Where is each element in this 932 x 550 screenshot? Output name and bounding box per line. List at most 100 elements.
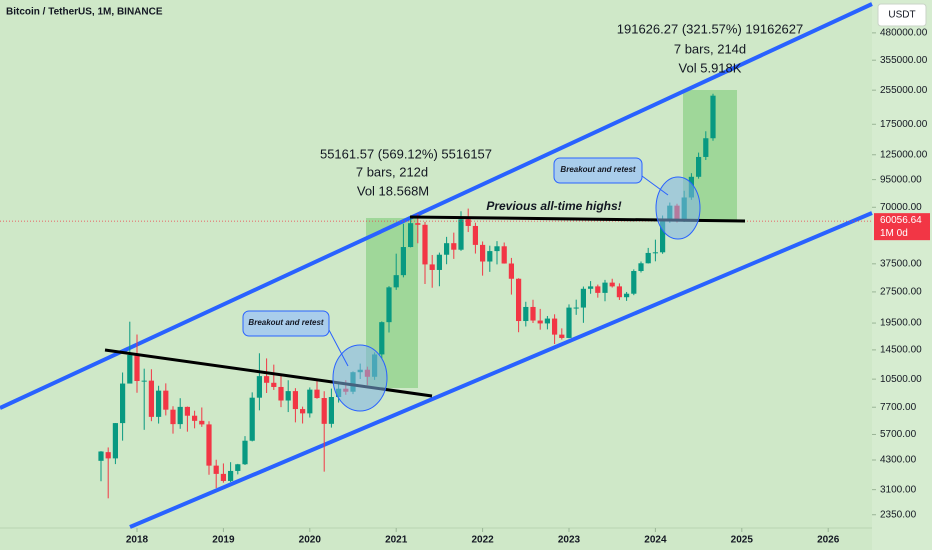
y-tick-label: 175000.00 <box>880 119 928 130</box>
highlight-circle <box>655 176 701 240</box>
x-tick-label: 2024 <box>644 535 667 546</box>
y-tick-label: 255000.00 <box>880 85 928 96</box>
y-tick-label: 10500.00 <box>880 374 922 385</box>
candle-body <box>624 293 630 298</box>
candle-body <box>494 246 500 252</box>
channel-lower <box>129 211 873 529</box>
candle-body <box>379 322 385 355</box>
y-tick-label: 125000.00 <box>880 149 928 160</box>
candle-body <box>235 464 241 471</box>
candle-body <box>696 156 702 177</box>
measure-label: 191626.27 (321.57%) 19162627 <box>617 21 804 36</box>
chart-title: Bitcoin / TetherUS, 1M, BINANCE <box>6 7 163 18</box>
candle-body <box>588 286 594 289</box>
candle-body <box>415 223 421 225</box>
x-tick-label: 2022 <box>471 535 494 546</box>
y-tick-label: 2350.00 <box>880 509 917 520</box>
candle-body <box>256 376 262 398</box>
currency-button[interactable] <box>877 3 927 27</box>
highlight-circle <box>332 344 388 412</box>
candle-body <box>192 415 198 421</box>
measure-label: Vol 18.568M <box>357 183 429 198</box>
candle-body <box>170 409 176 425</box>
candle-body <box>552 318 558 335</box>
countdown-label: 1M 0d <box>880 228 908 239</box>
measure-label: 7 bars, 212d <box>356 164 428 179</box>
candle-body <box>141 380 147 382</box>
callout-text: Breakout and retest <box>248 318 323 327</box>
candle-body <box>573 307 579 309</box>
candle-body <box>530 306 536 321</box>
candle-body <box>393 275 399 288</box>
candle-body <box>228 470 234 481</box>
candle-body <box>660 219 666 253</box>
y-tick-label: 5700.00 <box>880 429 917 440</box>
candle-body <box>480 244 486 262</box>
currency: USDT <box>888 10 915 21</box>
y-tick-label: 7700.00 <box>880 402 917 413</box>
y-tick-label: 27500.00 <box>880 287 922 298</box>
candle-body <box>595 286 601 293</box>
candle-body <box>314 389 320 399</box>
y-tick-label: 355000.00 <box>880 55 928 66</box>
candle-body <box>645 252 651 264</box>
callout-text: Breakout and retest <box>560 165 635 174</box>
candle-body <box>321 398 327 424</box>
candle-body <box>163 390 169 410</box>
price-axis <box>872 0 932 550</box>
candle-body <box>523 306 529 322</box>
callout-pointer <box>641 175 669 196</box>
candle-body <box>292 391 298 410</box>
candle-body <box>631 271 637 294</box>
last-price-box <box>874 213 930 241</box>
candle-body <box>559 334 565 338</box>
x-tick-label: 2019 <box>212 535 235 546</box>
candle-body <box>112 423 118 459</box>
candle-body <box>652 252 658 254</box>
candle-body <box>148 380 154 417</box>
y-tick-label: 14500.00 <box>880 345 922 356</box>
callout <box>242 310 330 337</box>
candle-body <box>487 251 493 262</box>
candle-body <box>127 354 133 384</box>
candle-body <box>458 219 464 250</box>
candle-body <box>328 397 334 424</box>
candle-body <box>206 424 212 466</box>
candle-body <box>516 278 522 322</box>
x-tick-label: 2023 <box>558 535 581 546</box>
candle-body <box>120 383 126 424</box>
candle-body <box>386 287 392 323</box>
resistance-label: Previous all-time highs! <box>486 199 621 213</box>
y-tick-label: 4300.00 <box>880 455 917 466</box>
candle-body <box>501 246 507 264</box>
x-tick-label: 2018 <box>126 535 149 546</box>
x-tick-label: 2026 <box>817 535 840 546</box>
candle-body <box>444 243 450 255</box>
last-price-label: 60056.64 <box>880 215 922 226</box>
y-tick-label: 95000.00 <box>880 174 922 185</box>
candle-body <box>436 254 442 270</box>
candle-body <box>566 307 572 338</box>
candle-body <box>271 382 277 387</box>
candle-body <box>422 224 428 265</box>
candle-body <box>602 282 608 293</box>
x-tick-label: 2025 <box>731 535 754 546</box>
callout <box>553 157 643 184</box>
candle-body <box>580 288 586 308</box>
candle-body <box>703 138 709 157</box>
candle-body <box>105 452 111 459</box>
channel-upper <box>0 2 873 410</box>
candle-body <box>400 247 406 276</box>
candle-body <box>278 386 284 401</box>
candle-body <box>408 223 414 248</box>
measure-label: 7 bars, 214d <box>674 41 746 56</box>
candle-body <box>199 420 205 425</box>
candle-body <box>264 376 270 383</box>
candle-body <box>184 406 190 416</box>
candle-body <box>609 282 615 287</box>
y-tick-label: 37500.00 <box>880 258 922 269</box>
candle-body <box>537 320 543 324</box>
candle-body <box>465 219 471 226</box>
